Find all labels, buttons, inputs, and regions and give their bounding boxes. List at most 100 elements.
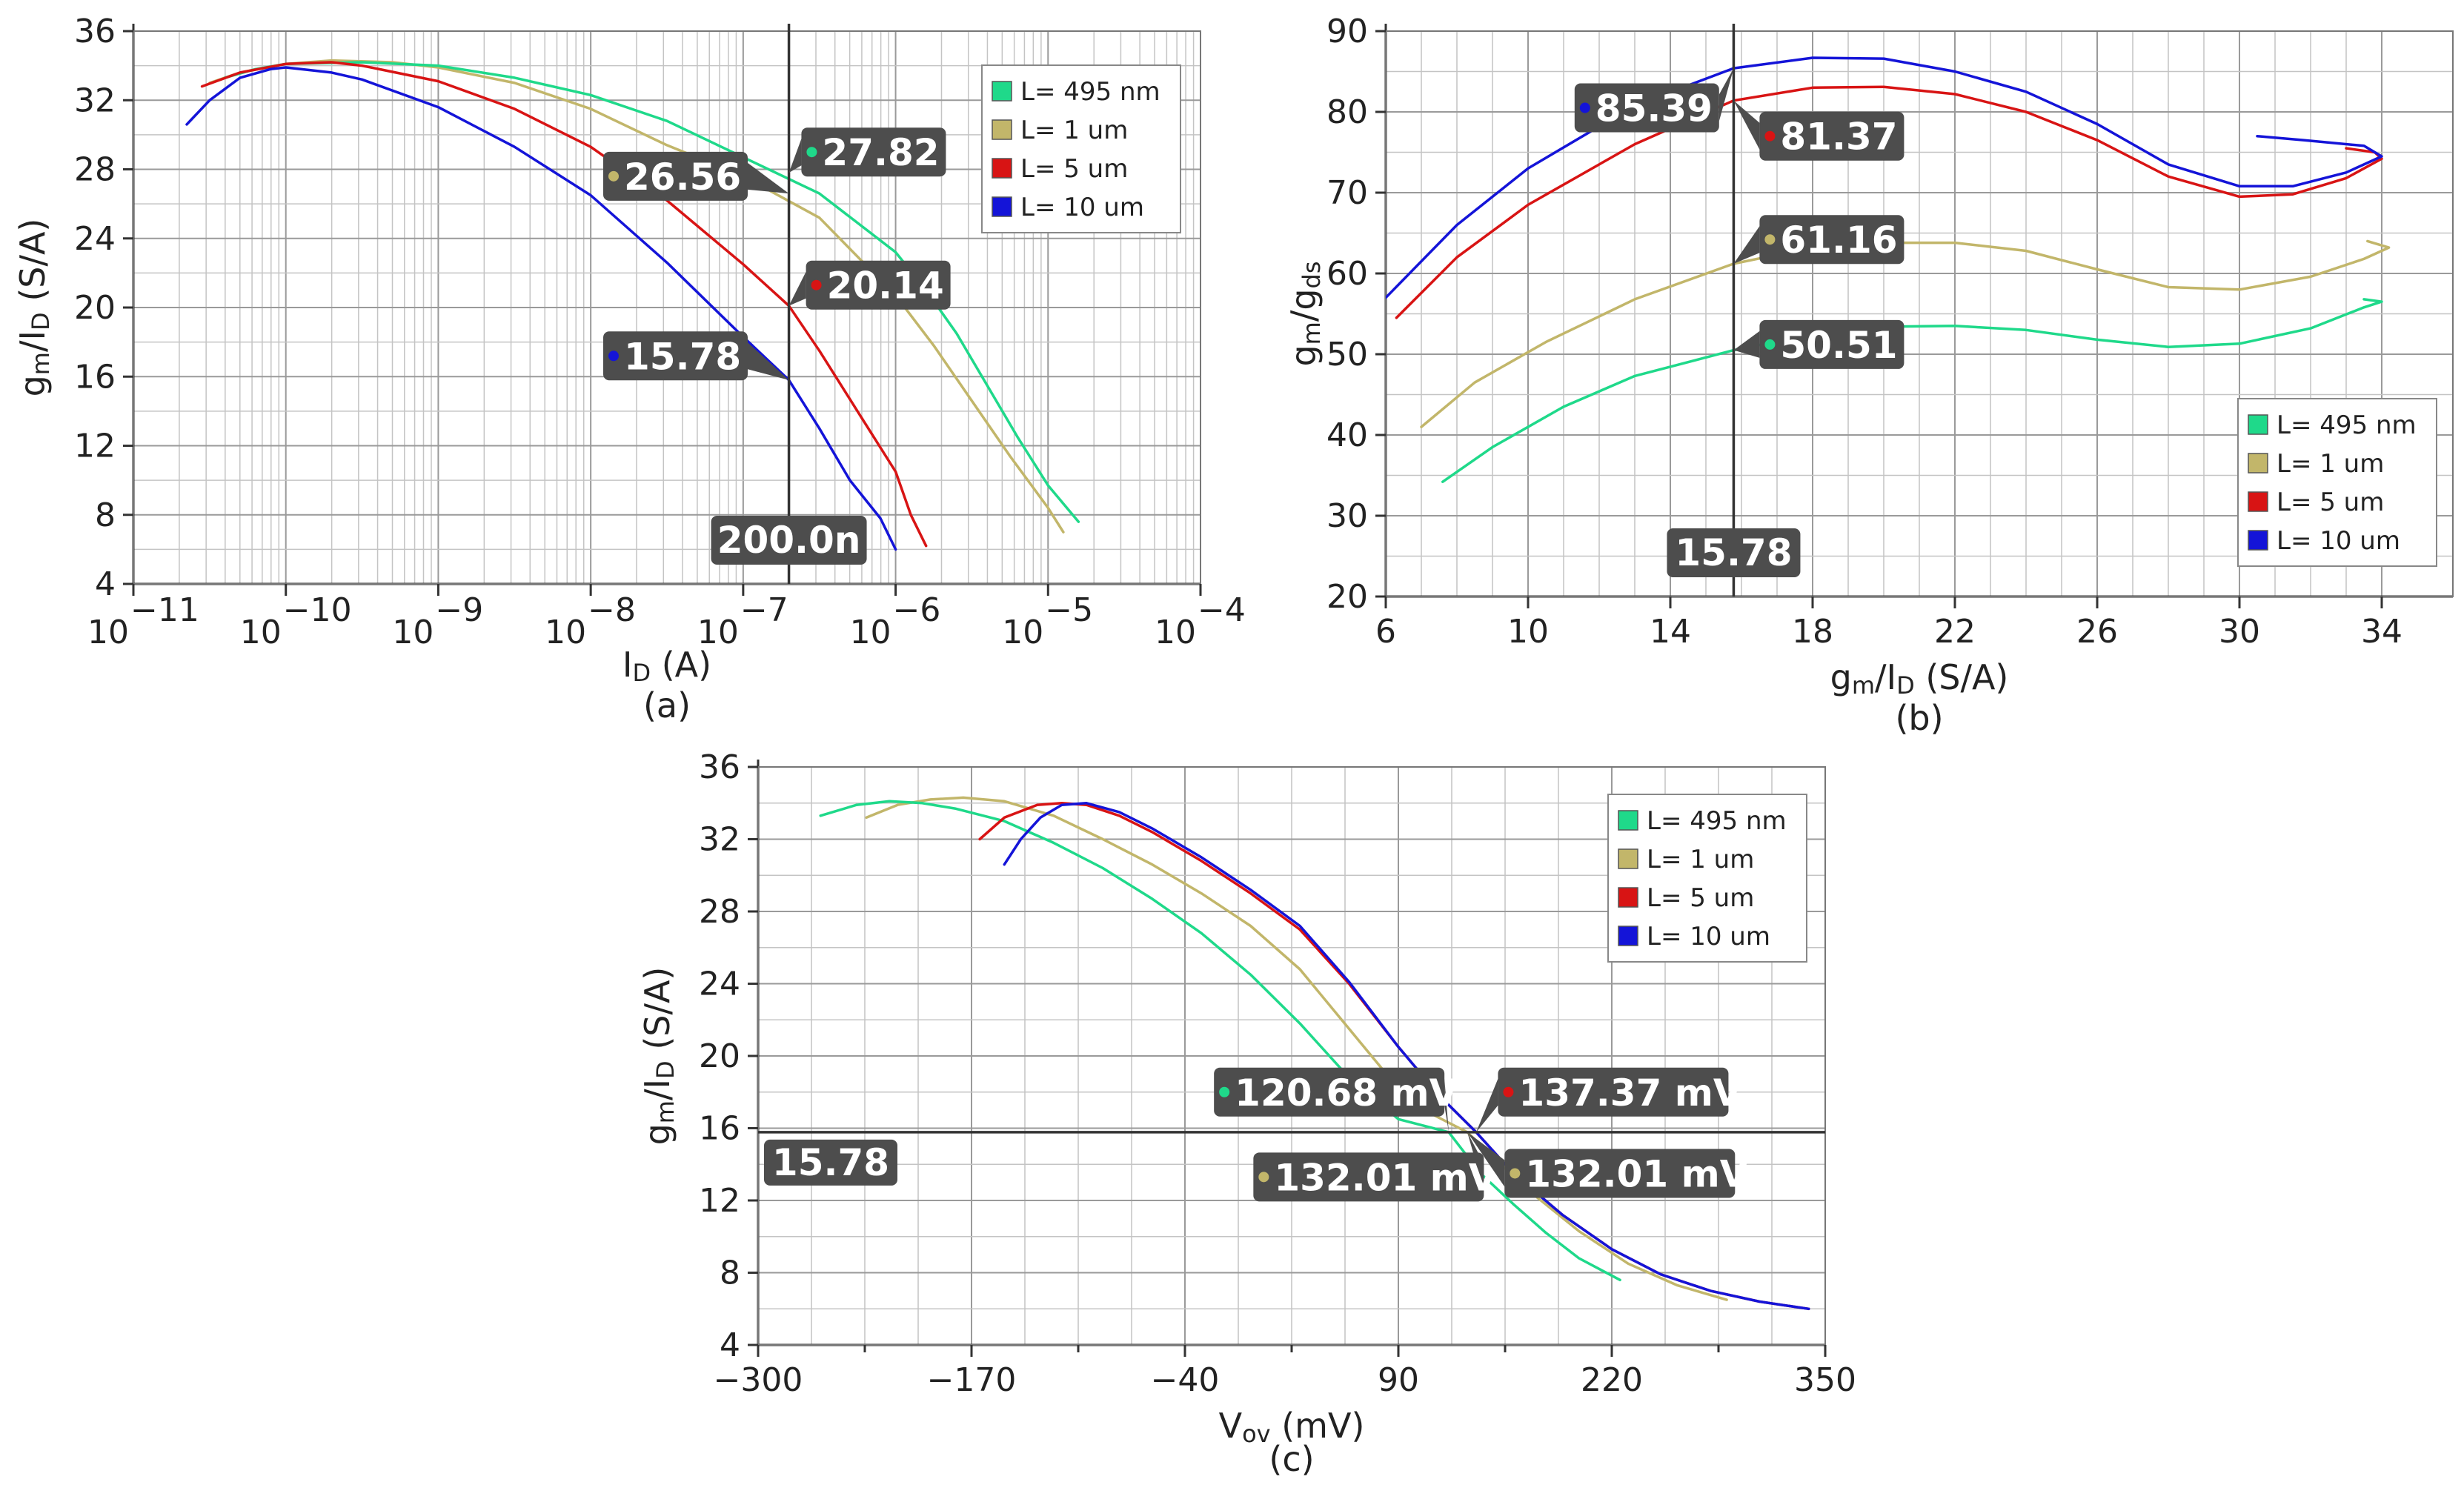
legend-entry-2[interactable]: L= 5 um [2277,488,2384,517]
legend-entry-1[interactable]: L= 1 um [1020,116,1128,145]
legend-entry-3[interactable]: L= 10 um [1020,193,1144,222]
x-title-part: (mV) [1271,1406,1365,1446]
annotation-3[interactable]: 50.51 [1733,319,1905,369]
annotation-marker [1503,1086,1514,1097]
x-tick-label: 10 [1155,614,1196,651]
annotation-label: 85.39 [1595,87,1713,130]
legend-swatch-3 [1618,926,1638,946]
annotation-pointer [1733,330,1760,358]
series-line-2 [1395,85,2383,319]
y-tick-label: 70 [1326,174,1368,212]
annotation-pointer [788,271,806,306]
x-tick-label: 10 [1507,613,1549,651]
cursor-label-box [764,1139,897,1186]
annotation-0[interactable]: 85.39 [1574,68,1734,133]
annotation-0[interactable]: 27.82 [788,127,946,177]
y-axis-title: gm/ID (S/A) [637,967,680,1146]
x-tick-label: 30 [2219,613,2260,651]
x-tick-label: 6 [1375,613,1396,651]
y-tick-label: 16 [699,1110,740,1148]
y-title-part: /I [637,1079,677,1100]
annotation-label: 137.37 mV [1518,1072,1741,1114]
legend-entry-0[interactable]: L= 495 nm [2277,411,2417,440]
x-tick-label: −40 [1151,1361,1220,1399]
annotation-box [801,127,946,177]
annotation-marker [608,351,619,362]
annotation-box [1214,1067,1445,1117]
annotation-2[interactable]: 20.14 [788,260,951,310]
grid [133,30,1201,585]
annotation-marker [1764,130,1776,142]
x-tick-label: −300 [714,1361,803,1399]
legend: L= 495 nm L= 1 um L= 5 um L= 10 um [981,64,1181,233]
annotation-box [1253,1152,1484,1202]
series-line-0 [819,800,1621,1282]
annotation-label: 81.37 [1780,116,1897,159]
annotation-marker [1579,102,1590,113]
annotation-0[interactable]: 120.68 mV [1214,1067,1458,1132]
panel-caption: (a) [643,685,691,725]
legend-entry-1[interactable]: L= 1 um [2277,449,2384,479]
y-tick-label: 36 [699,748,740,786]
y-tick-label: 24 [74,220,116,258]
y-title-part: (S/A) [637,967,677,1061]
annotations: 27.82 26.56 20.14 15.78 [603,127,951,381]
legend: L= 495 nm L= 1 um L= 5 um L= 10 um [2237,398,2437,567]
y-tick-label: 20 [699,1037,740,1075]
cursor-label-box [711,516,867,565]
legend-entry-3[interactable]: L= 10 um [1647,922,1770,951]
legend-entry-2[interactable]: L= 5 um [1020,154,1128,184]
y-tick-label: 50 [1326,336,1368,373]
cursor-label-box [1667,528,1801,577]
annotation-pointer [788,139,802,173]
x-tick-label: 10 [545,614,586,651]
legend-entry-0[interactable]: L= 495 nm [1020,77,1160,107]
x-title-part: D [1896,671,1915,700]
legend-swatch-0 [2248,414,2268,435]
x-axis-title: ID (A) [622,645,711,687]
cursor-label: 15.78 [772,1141,889,1184]
annotation-1[interactable]: 137.37 mV [1476,1067,1742,1132]
annotation-pointer [1476,1078,1498,1132]
legend-swatch-3 [992,196,1012,217]
legend: L= 495 nm L= 1 um L= 5 um L= 10 um [1607,794,1807,963]
y-tick-label: 4 [95,565,116,603]
y-tick-label: 8 [720,1255,740,1292]
legend-frame [1607,794,1807,963]
x-title-unit: (A) [651,645,711,685]
annotation-pointer [1444,1078,1449,1132]
legend-entry-1[interactable]: L= 1 um [1647,845,1754,874]
annotation-pointer [1733,100,1760,150]
cursor: 200.0n [711,24,867,584]
x-tick-exponent: −10 [283,591,352,629]
annotation-1[interactable]: 81.37 [1733,100,1905,161]
y-title-part: g [637,1123,677,1145]
annotation-marker [1764,339,1776,350]
y-tick-label: 24 [699,966,740,1003]
x-tick-label: 220 [1581,1361,1643,1399]
legend-entry-2[interactable]: L= 5 um [1647,883,1754,913]
annotation-1[interactable]: 26.56 [603,151,789,201]
annotation-marker [1510,1168,1521,1179]
legend-frame [981,64,1181,233]
legend-entry-3[interactable]: L= 10 um [2277,526,2400,556]
x-title-part: /I [1875,657,1896,697]
x-title-part: m [1852,671,1875,700]
annotation-box [1498,1067,1729,1117]
x-tick-label: 26 [2076,613,2118,651]
annotation-2[interactable]: 132.01 mV [1253,1132,1498,1202]
annotation-label: 132.01 mV [1274,1156,1497,1199]
annotation-box [603,331,748,381]
cursor: 15.78 [1667,24,1801,597]
annotation-label: 120.68 mV [1235,1072,1458,1114]
annotation-2[interactable]: 61.16 [1733,215,1905,265]
legend-entry-0[interactable]: L= 495 nm [1647,806,1787,836]
y-tick-label: 90 [1326,13,1368,50]
y-title-part: /I [13,330,53,352]
x-title-sub: D [632,659,651,687]
annotation-3[interactable]: 15.78 [603,331,789,381]
x-tick-label: −170 [927,1361,1017,1399]
series-line-1 [1420,239,2391,428]
annotation-box [1574,83,1719,133]
annotation-3[interactable]: 132.01 mV [1467,1132,1749,1198]
